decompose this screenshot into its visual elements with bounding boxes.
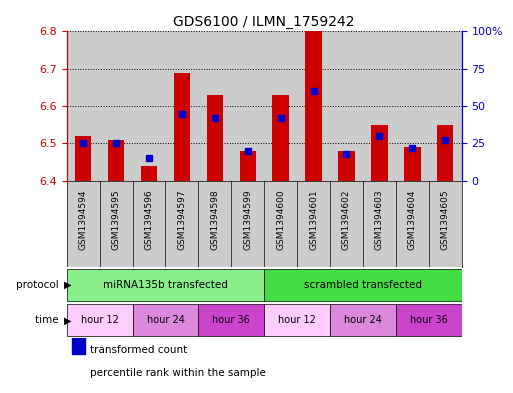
Bar — [67, 269, 264, 301]
Point — [342, 151, 350, 157]
Text: GSM1394595: GSM1394595 — [111, 189, 121, 250]
Bar — [363, 31, 396, 181]
Bar — [141, 166, 157, 181]
Bar — [199, 31, 231, 181]
Bar — [72, 39, 85, 177]
Bar — [75, 136, 91, 181]
Bar — [338, 151, 354, 181]
Text: GSM1394598: GSM1394598 — [210, 189, 220, 250]
Point — [309, 88, 318, 94]
Bar — [264, 31, 297, 181]
Bar — [429, 31, 462, 181]
Text: ▶: ▶ — [64, 280, 72, 290]
Bar — [437, 125, 453, 181]
Text: transformed count: transformed count — [90, 345, 187, 355]
Text: GSM1394599: GSM1394599 — [243, 189, 252, 250]
Point — [277, 115, 285, 121]
Title: GDS6100 / ILMN_1759242: GDS6100 / ILMN_1759242 — [173, 15, 355, 29]
Bar — [199, 304, 264, 336]
Point — [145, 155, 153, 162]
Text: hour 12: hour 12 — [81, 315, 119, 325]
Text: GSM1394604: GSM1394604 — [408, 189, 417, 250]
Text: hour 36: hour 36 — [212, 315, 250, 325]
Bar — [330, 31, 363, 181]
Text: GSM1394594: GSM1394594 — [78, 189, 88, 250]
Bar — [330, 181, 363, 267]
Bar — [207, 95, 223, 181]
Bar — [165, 31, 199, 181]
Bar — [108, 140, 124, 181]
Bar — [67, 31, 100, 181]
Text: percentile rank within the sample: percentile rank within the sample — [90, 368, 266, 378]
Bar — [231, 31, 264, 181]
Point — [376, 133, 384, 139]
Bar — [330, 304, 396, 336]
Text: hour 24: hour 24 — [147, 315, 184, 325]
Bar — [371, 125, 388, 181]
Bar — [429, 181, 462, 267]
Text: ▶: ▶ — [64, 315, 72, 325]
Text: GSM1394601: GSM1394601 — [309, 189, 318, 250]
Text: GSM1394602: GSM1394602 — [342, 189, 351, 250]
Bar — [396, 31, 429, 181]
Bar — [396, 181, 429, 267]
Text: GSM1394600: GSM1394600 — [276, 189, 285, 250]
Bar — [199, 181, 231, 267]
Bar — [100, 31, 132, 181]
Bar — [363, 181, 396, 267]
Bar — [67, 304, 132, 336]
Text: scrambled transfected: scrambled transfected — [304, 280, 422, 290]
Text: hour 12: hour 12 — [278, 315, 316, 325]
Text: GSM1394603: GSM1394603 — [375, 189, 384, 250]
Bar — [305, 31, 322, 181]
Text: GSM1394596: GSM1394596 — [145, 189, 153, 250]
Point — [441, 137, 449, 143]
Bar — [132, 304, 199, 336]
Bar — [132, 181, 165, 267]
Bar — [272, 95, 289, 181]
Bar — [100, 181, 132, 267]
Bar — [165, 181, 199, 267]
Text: miRNA135b transfected: miRNA135b transfected — [103, 280, 228, 290]
Bar — [240, 151, 256, 181]
Text: hour 36: hour 36 — [410, 315, 448, 325]
Bar — [264, 269, 462, 301]
Text: GSM1394597: GSM1394597 — [177, 189, 186, 250]
Point — [79, 140, 87, 147]
Bar — [404, 147, 421, 181]
Bar — [132, 31, 165, 181]
Bar — [396, 304, 462, 336]
Bar — [264, 304, 330, 336]
Bar — [231, 181, 264, 267]
Text: hour 24: hour 24 — [344, 315, 382, 325]
Point — [211, 115, 219, 121]
Text: protocol: protocol — [15, 280, 62, 290]
Bar — [297, 31, 330, 181]
Point — [244, 148, 252, 154]
Bar — [264, 181, 297, 267]
Point — [408, 145, 417, 151]
Point — [112, 140, 120, 147]
Text: time: time — [35, 315, 62, 325]
Bar — [174, 73, 190, 181]
Bar — [297, 181, 330, 267]
Bar — [67, 181, 100, 267]
Bar — [72, 216, 85, 354]
Text: GSM1394605: GSM1394605 — [441, 189, 450, 250]
Point — [178, 110, 186, 117]
